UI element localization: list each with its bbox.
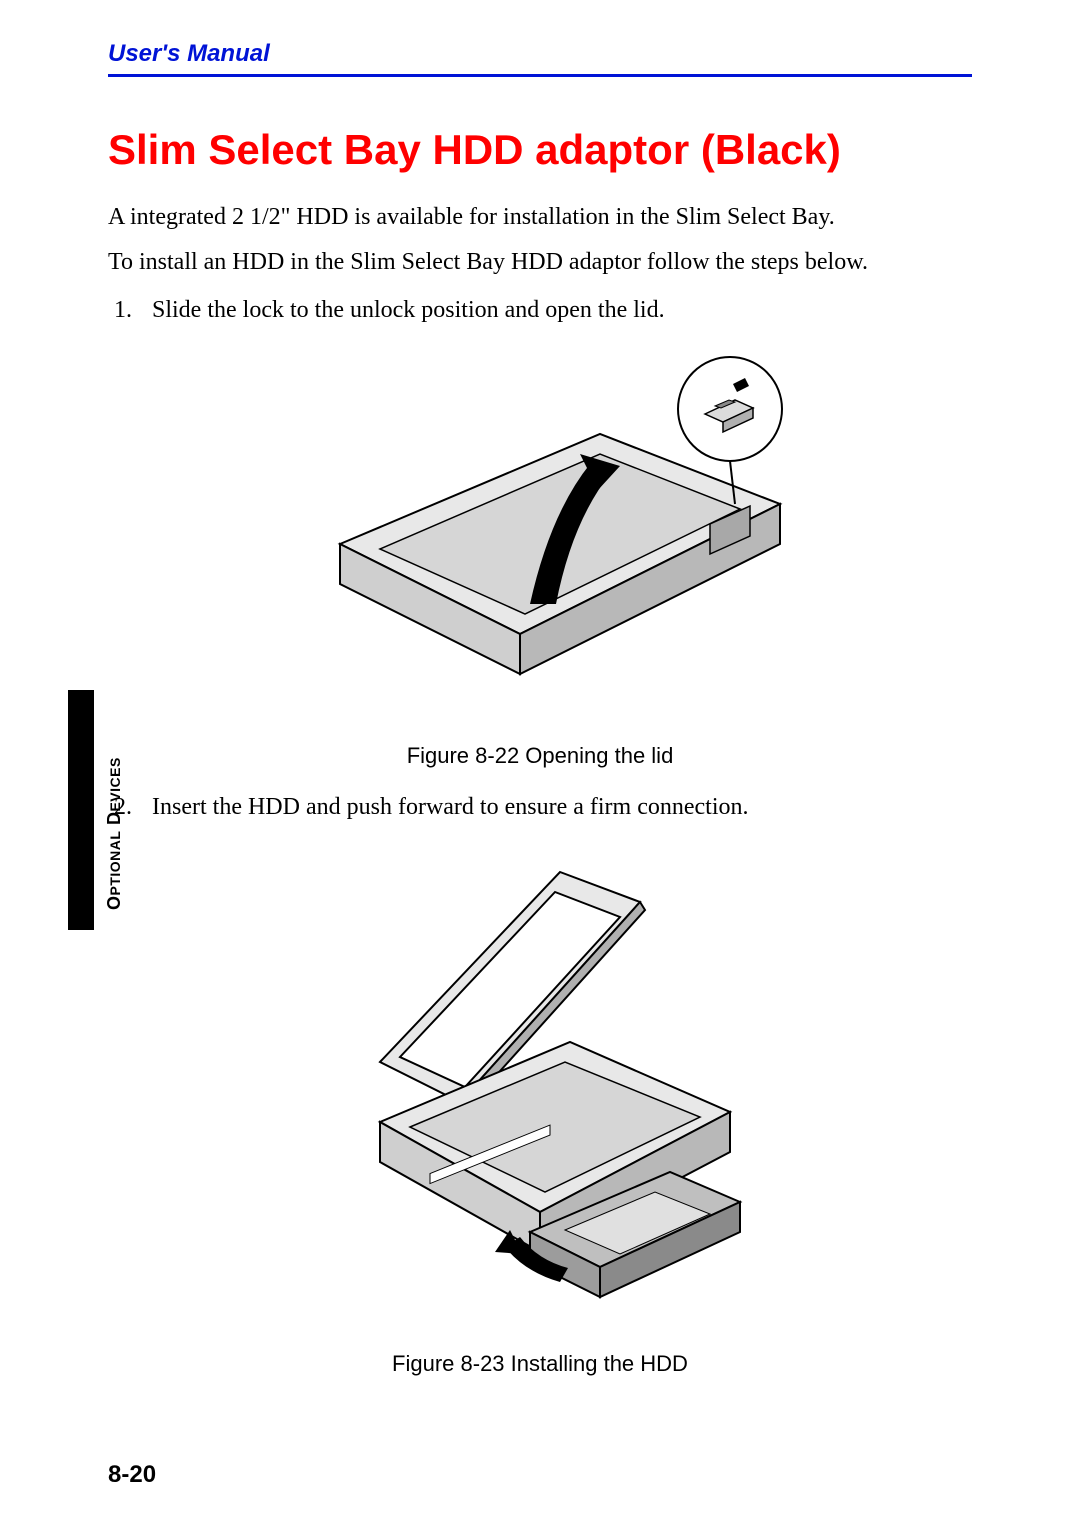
running-header: User's Manual xyxy=(108,40,972,74)
step-2-text: Insert the HDD and push forward to ensur… xyxy=(152,794,748,820)
step-2-number: 2. xyxy=(114,791,132,823)
page-number: 8-20 xyxy=(108,1461,156,1489)
side-label-sc1: PTIONAL xyxy=(107,831,123,896)
intro-paragraph-2: To install an HDD in the Slim Select Bay… xyxy=(108,246,972,278)
figure-8-22: Figure 8-22 Opening the lid xyxy=(108,354,972,769)
hdd-install-illustration xyxy=(310,852,770,1332)
figure-8-23-caption: Figure 8-23 Installing the HDD xyxy=(108,1351,972,1377)
side-label-cap1: O xyxy=(104,895,124,910)
figure-8-23: Figure 8-23 Installing the HDD xyxy=(108,852,972,1377)
side-thumb-tab xyxy=(68,690,94,930)
header-rule xyxy=(108,74,972,77)
intro-paragraph-1: A integrated 2 1/2" HDD is available for… xyxy=(108,201,972,233)
page: User's Manual OPTIONAL DEVICES Slim Sele… xyxy=(108,40,972,1489)
step-1-number: 1. xyxy=(114,294,132,326)
steps-list-cont: 2. Insert the HDD and push forward to en… xyxy=(108,791,972,823)
step-2: 2. Insert the HDD and push forward to en… xyxy=(108,791,972,823)
step-1: 1. Slide the lock to the unlock position… xyxy=(108,294,972,326)
page-title: Slim Select Bay HDD adaptor (Black) xyxy=(108,127,972,173)
lid-opening-illustration xyxy=(280,354,800,724)
step-1-text: Slide the lock to the unlock position an… xyxy=(152,297,665,323)
steps-list: 1. Slide the lock to the unlock position… xyxy=(108,294,972,326)
side-section-label: OPTIONAL DEVICES xyxy=(104,757,125,910)
figure-8-22-caption: Figure 8-22 Opening the lid xyxy=(108,743,972,769)
